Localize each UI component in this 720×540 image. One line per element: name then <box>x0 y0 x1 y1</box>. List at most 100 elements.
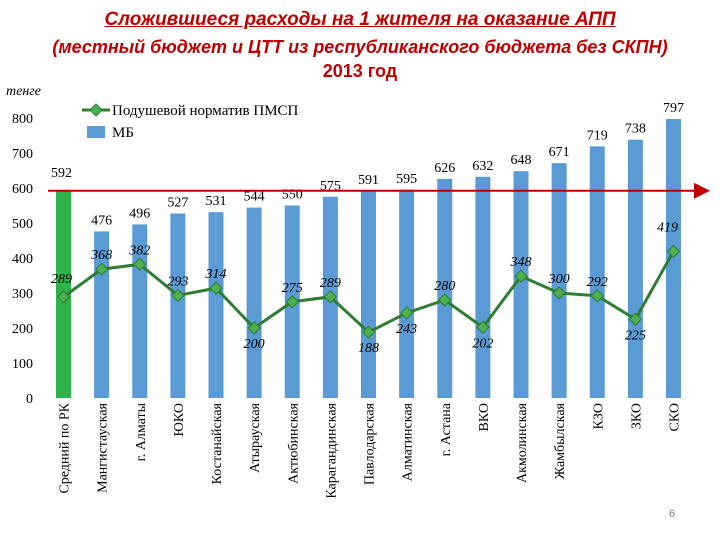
bar-value-label: 648 <box>511 153 532 168</box>
norm-point <box>361 325 376 339</box>
legend: Подушевой норматив ПМСП МБ <box>82 103 299 141</box>
norm-value-label: 292 <box>587 275 608 290</box>
legend-bar-swatch <box>87 126 105 138</box>
x-axis-labels: Средний по РК Мангистауская г. Алматы ЮКО Ко… <box>58 402 683 498</box>
x-category-label: ЮКО <box>172 403 187 437</box>
norm-point <box>666 244 681 259</box>
legend-line-label: Подушевой норматив ПМСП <box>112 103 299 119</box>
bar-value-label: 591 <box>358 173 379 188</box>
bar-value-label: 671 <box>549 145 570 160</box>
norm-value-label: 348 <box>510 255 532 270</box>
chart-title: Сложившиеся расходы на 1 жителя на оказа… <box>104 9 616 30</box>
x-category-label: г. Алматы <box>134 402 149 461</box>
legend-line-marker <box>89 103 103 117</box>
norm-point <box>590 289 604 303</box>
y-tick-label: 800 <box>12 112 33 127</box>
x-category-label: ЗКО <box>629 403 644 429</box>
bar <box>627 139 643 398</box>
bar-value-label: 544 <box>244 190 265 205</box>
norm-point <box>552 286 566 300</box>
norm-value-label: 188 <box>358 341 379 356</box>
norm-value-label: 202 <box>472 336 493 351</box>
x-category-label: ВКО <box>477 403 492 431</box>
page-number: 6 <box>669 508 676 520</box>
norm-point <box>209 281 223 295</box>
norm-point <box>399 306 414 320</box>
bar-value-label: 592 <box>51 166 72 181</box>
norm-value-label: 289 <box>51 272 72 287</box>
bar <box>399 189 415 398</box>
norm-point <box>247 321 261 335</box>
x-category-label: Средний по РК <box>58 402 73 493</box>
norm-value-label: 280 <box>434 279 455 294</box>
x-category-label: Актюбинская <box>286 402 301 483</box>
norm-point <box>514 269 528 283</box>
norm-point <box>171 288 185 303</box>
bar <box>246 207 262 398</box>
x-category-label: Жамбылская <box>553 402 568 479</box>
bar <box>513 171 529 398</box>
y-axis-unit: тенге <box>6 84 41 99</box>
bar-value-label: 738 <box>625 122 646 137</box>
bar-value-label: 797 <box>663 101 684 116</box>
norm-point <box>56 290 71 304</box>
norm-value-label: 289 <box>320 276 341 291</box>
norm-point <box>94 262 109 276</box>
x-category-label: г. Астана <box>439 402 454 456</box>
norm-point <box>438 293 452 307</box>
legend-bar-label: МБ <box>112 125 134 141</box>
norm-value-label: 419 <box>657 220 678 235</box>
x-category-label: Костанайская <box>210 402 225 484</box>
norm-value-label: 314 <box>205 267 227 282</box>
norm-value-label: 368 <box>90 248 112 263</box>
chart-year: 2013 год <box>322 61 398 81</box>
x-category-label: Карагандинская <box>324 402 339 498</box>
norm-point <box>285 295 299 309</box>
x-category-label: Атырауская <box>248 402 263 472</box>
bar <box>437 178 453 398</box>
bar <box>208 212 224 398</box>
x-category-label: СКО <box>668 403 683 431</box>
norm-value-label: 225 <box>625 328 646 343</box>
bar-value-label: 496 <box>129 206 150 221</box>
norm-line <box>56 244 681 339</box>
y-tick-label: 100 <box>12 357 33 372</box>
x-category-label: Акмолинская <box>515 402 530 483</box>
bar <box>589 146 605 398</box>
y-tick-label: 600 <box>12 182 33 197</box>
bar <box>361 191 376 398</box>
x-category-label: Алматинская <box>401 402 416 481</box>
norm-value-label: 200 <box>244 337 265 352</box>
y-tick-label: 300 <box>12 287 33 302</box>
bar-value-label: 550 <box>282 188 303 203</box>
norm-point <box>323 290 338 304</box>
chart-subtitle: (местный бюджет и ЦТТ из республиканског… <box>52 37 668 57</box>
norm-value-label: 275 <box>282 281 303 296</box>
bar <box>170 213 186 398</box>
bar-value-label: 476 <box>91 213 112 228</box>
norm-point <box>133 257 147 272</box>
x-category-label: Павлодарская <box>363 402 378 485</box>
y-tick-label: 400 <box>12 252 33 267</box>
bar-value-label: 719 <box>587 128 608 143</box>
bar <box>666 119 681 399</box>
x-category-label: КЗО <box>591 403 606 429</box>
bar <box>551 163 567 398</box>
y-tick-label: 500 <box>12 217 33 232</box>
norm-value-label: 300 <box>548 272 570 287</box>
norm-point <box>628 312 643 326</box>
y-tick-label: 200 <box>12 322 33 337</box>
norm-value-label: 293 <box>167 274 188 289</box>
bar-value-label: 632 <box>472 159 493 174</box>
bar <box>475 176 491 398</box>
line-labels: 289 368 382 293 314 200 275 289 188 243 280 202 348 3… <box>51 220 678 356</box>
bar-value-label: 595 <box>396 172 417 187</box>
y-tick-label: 0 <box>26 392 33 407</box>
bar-value-label: 527 <box>167 196 188 211</box>
y-tick-label: 700 <box>12 147 33 162</box>
norm-value-label: 382 <box>128 243 150 258</box>
bar-value-label: 626 <box>434 161 455 176</box>
norm-value-label: 243 <box>396 322 417 337</box>
